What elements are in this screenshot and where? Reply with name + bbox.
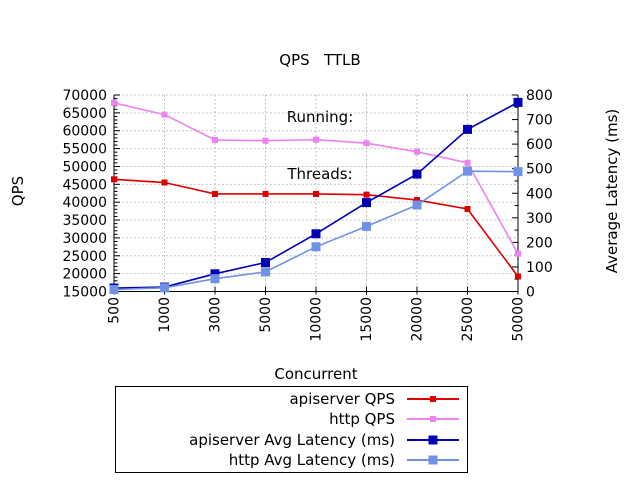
data-point-series-4	[513, 167, 523, 177]
y-tick-label: 60000	[62, 124, 107, 140]
y-tick-label: 70000	[62, 88, 107, 104]
y2-tick-label: 200	[526, 235, 553, 251]
data-point-series-1	[212, 190, 218, 197]
x-tick-label: 5000	[258, 297, 274, 333]
legend-sample	[407, 396, 459, 403]
legend-marker-square	[428, 455, 438, 465]
x-tick-label: 25000	[460, 297, 476, 342]
legend: apiserver QPS http QPS apiserver Avg Laten…	[115, 386, 468, 473]
data-point-series-4	[311, 242, 321, 252]
y2-tick-label: 300	[526, 211, 553, 227]
y-tick-label: 35000	[62, 213, 107, 229]
data-point-series-4	[463, 166, 472, 176]
data-point-series-1	[464, 205, 471, 212]
data-point-series-2	[111, 99, 117, 106]
data-point-series-2	[363, 140, 370, 147]
data-point-series-1	[363, 191, 370, 198]
y-tick-label: 20000	[62, 267, 107, 283]
legend-item-4: http Avg Latency (ms)	[116, 450, 467, 470]
y-tick-label: 55000	[62, 142, 107, 158]
data-point-series-1	[414, 197, 420, 204]
legend-item-3: apiserver Avg Latency (ms)	[116, 430, 467, 450]
y2-tick-label: 700	[526, 113, 553, 129]
y-tick-label: 25000	[62, 249, 107, 265]
legend-item-2: http QPS	[116, 409, 467, 429]
data-point-series-4	[160, 283, 169, 293]
y-tick-label: 50000	[62, 159, 107, 175]
data-point-series-3	[412, 169, 422, 179]
legend-marker-square	[430, 396, 436, 403]
legend-marker-square	[430, 416, 436, 423]
data-point-series-3	[311, 229, 321, 239]
data-point-series-2	[464, 159, 471, 166]
x-tick-label: 15000	[359, 297, 375, 342]
y2-tick-label: 500	[526, 162, 553, 178]
y2-tick-label: 100	[526, 260, 553, 276]
chart-title-line-1: QPS TTLB	[279, 51, 361, 69]
y-tick-label: 65000	[62, 106, 107, 122]
y-tick-label: 40000	[62, 195, 107, 211]
data-point-series-4	[412, 200, 422, 210]
legend-marker-square	[428, 435, 438, 445]
legend-item-1: apiserver QPS	[116, 389, 467, 409]
data-point-series-3	[463, 124, 472, 134]
data-point-series-2	[262, 137, 269, 144]
data-point-series-1	[111, 176, 117, 183]
data-point-series-4	[261, 267, 270, 277]
x-tick-label: 10000	[309, 297, 325, 342]
legend-label: apiserver Avg Latency (ms)	[189, 430, 395, 449]
data-point-series-1	[313, 190, 319, 197]
y2-tick-label: 800	[526, 88, 553, 104]
data-point-series-2	[414, 148, 420, 155]
y-tick-label: 15000	[62, 285, 107, 301]
data-point-series-1	[262, 190, 269, 197]
data-point-series-4	[362, 221, 371, 231]
data-point-series-2	[515, 250, 521, 257]
x-tick-label: 3000	[208, 297, 224, 333]
data-point-series-1	[161, 179, 168, 186]
data-point-series-2	[161, 111, 168, 118]
y2-tick-label: 600	[526, 137, 553, 153]
x-tick-label: 20000	[410, 297, 426, 342]
legend-sample	[407, 416, 459, 423]
data-point-series-2	[212, 137, 218, 144]
y-tick-label: 30000	[62, 231, 107, 247]
chart-title-line-3: Threads:	[287, 165, 353, 183]
y2-tick-label: 0	[526, 285, 535, 301]
data-point-series-3	[513, 97, 523, 107]
x-axis-label: Concurrent	[274, 365, 358, 383]
data-point-series-2	[313, 136, 319, 143]
x-tick-label: 1000	[157, 297, 173, 333]
legend-label: http Avg Latency (ms)	[228, 450, 395, 469]
data-point-series-3	[210, 269, 220, 279]
chart-title: QPS TTLB Running: Threads:	[0, 13, 640, 222]
data-point-series-3	[261, 258, 270, 268]
legend-label: apiserver QPS	[289, 390, 395, 409]
data-point-series-1	[515, 273, 521, 280]
data-point-series-4	[109, 285, 119, 295]
data-point-series-3	[362, 198, 371, 208]
legend-label: http QPS	[329, 410, 395, 429]
y2-tick-label: 400	[526, 186, 553, 202]
x-tick-label: 500	[107, 297, 123, 324]
legend-sample	[407, 455, 459, 465]
x-tick-label: 50000	[511, 297, 527, 342]
legend-sample	[407, 435, 459, 445]
y-tick-label: 45000	[62, 177, 107, 193]
data-point-series-4	[210, 274, 220, 284]
